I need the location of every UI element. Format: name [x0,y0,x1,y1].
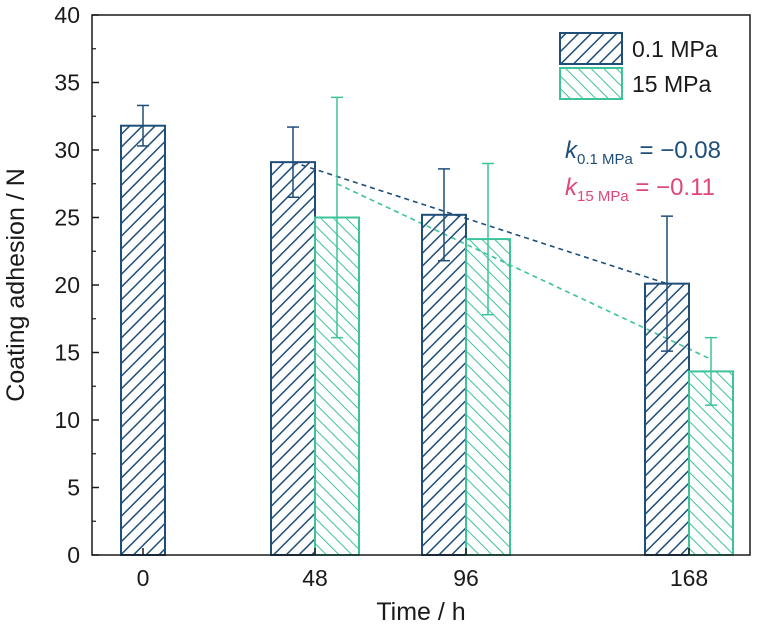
x-axis: 0 48 96 168 [137,548,708,591]
slope-annotation-0.1-mpa: k0.1 MPa = −0.08 [565,137,721,168]
x-tick-label-0: 0 [137,565,150,591]
bar-0.1-mpa-96h [421,213,467,557]
slope-value-15-mpa: = −0.11 [629,174,715,201]
legend-label-0.1-mpa: 0.1 MPa [632,36,718,62]
y-axis: 0 5 10 15 20 25 30 35 40 [54,2,99,568]
x-tick-label-96: 96 [453,565,479,591]
y-tick-label-30: 30 [54,137,80,163]
slope-annotation-15-mpa: k15 MPa = −0.11 [565,174,715,205]
y-tick-label-5: 5 [67,475,80,501]
y-tick-label-0: 0 [67,542,80,568]
error-bars [137,96,717,406]
legend-swatch-15-mpa [559,67,623,100]
x-axis-title: Time / h [376,598,465,626]
y-axis-title: Coating adhesion / N [2,168,30,401]
bar-15-mpa-96h [465,238,511,556]
y-tick-label-20: 20 [54,272,80,298]
y-tick-label-35: 35 [54,70,80,96]
y-tick-label-15: 15 [54,340,80,366]
x-tick-label-48: 48 [302,565,328,591]
slope-subscript-0.1-mpa: 0.1 MPa [577,151,634,168]
x-tick-label-168: 168 [670,565,708,591]
slope-symbol-15-mpa: k [565,174,579,201]
legend-label-15-mpa: 15 MPa [632,71,711,97]
bar-0.1-mpa-0h [120,124,166,556]
y-tick-label-40: 40 [54,2,80,28]
legend: 0.1 MPa 15 MPa [559,32,718,100]
slope-subscript-15-mpa: 15 MPa [577,188,629,205]
bar-0.1-mpa-48h [270,161,316,556]
slope-symbol-0.1-mpa: k [565,137,579,164]
y-tick-label-10: 10 [54,407,80,433]
y-tick-label-25: 25 [54,205,80,231]
legend-swatch-0.1-mpa [559,32,623,65]
trend-line-0.1-mpa [292,161,668,285]
slope-value-0.1-mpa: = −0.08 [633,137,721,164]
